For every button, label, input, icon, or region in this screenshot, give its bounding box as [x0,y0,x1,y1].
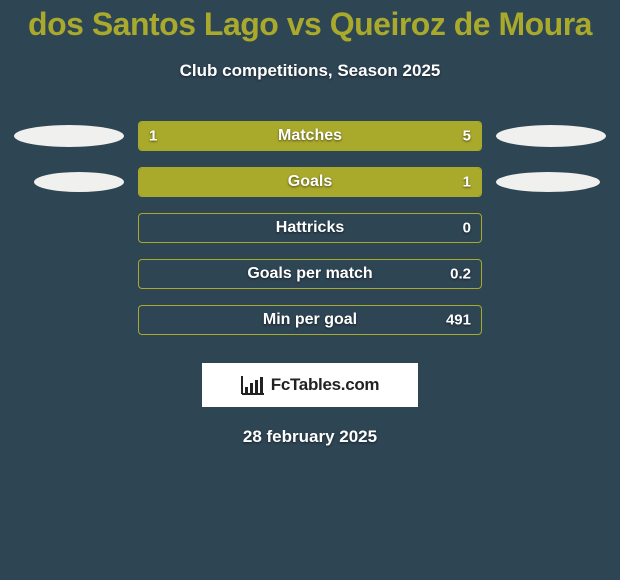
club-logo-right [496,125,606,147]
stat-row: Hattricks 0 [0,205,620,251]
stat-value-left: 1 [149,128,157,145]
bar-left-fill [139,122,196,150]
stat-label: Matches [278,127,342,145]
club-logo-left [34,172,124,192]
stat-label: Hattricks [276,219,344,237]
stat-value-right: 491 [446,312,471,329]
club-logo-right [496,172,600,192]
title-left-name: dos Santos Lago [28,6,278,42]
title-right-name: Queiroz de Moura [330,6,592,42]
stat-label: Goals [288,173,332,191]
bar-chart-icon [241,375,265,395]
stat-value-right: 1 [463,174,471,191]
stat-rows: 1 Matches 5 Goals 1 [0,113,620,343]
stat-row: Goals per match 0.2 [0,251,620,297]
stat-value-right: 5 [463,128,471,145]
stat-row: 1 Matches 5 [0,113,620,159]
stat-label: Min per goal [263,311,357,329]
stat-label: Goals per match [247,265,372,283]
stat-bar: Min per goal 491 [138,305,482,335]
brand-box: FcTables.com [202,363,418,407]
stat-bar: 1 Matches 5 [138,121,482,151]
stat-bar: Hattricks 0 [138,213,482,243]
stat-value-right: 0.2 [450,266,471,283]
stat-bar: Goals per match 0.2 [138,259,482,289]
comparison-infographic: dos Santos Lago vs Queiroz de Moura Club… [0,0,620,580]
club-logo-left [14,125,124,147]
subtitle: Club competitions, Season 2025 [0,61,620,81]
stat-row: Goals 1 [0,159,620,205]
stat-value-right: 0 [463,220,471,237]
date-text: 28 february 2025 [0,427,620,447]
brand-text: FcTables.com [271,375,380,395]
stat-bar: Goals 1 [138,167,482,197]
stat-row: Min per goal 491 [0,297,620,343]
title-vs: vs [287,6,322,42]
page-title: dos Santos Lago vs Queiroz de Moura [0,6,620,43]
